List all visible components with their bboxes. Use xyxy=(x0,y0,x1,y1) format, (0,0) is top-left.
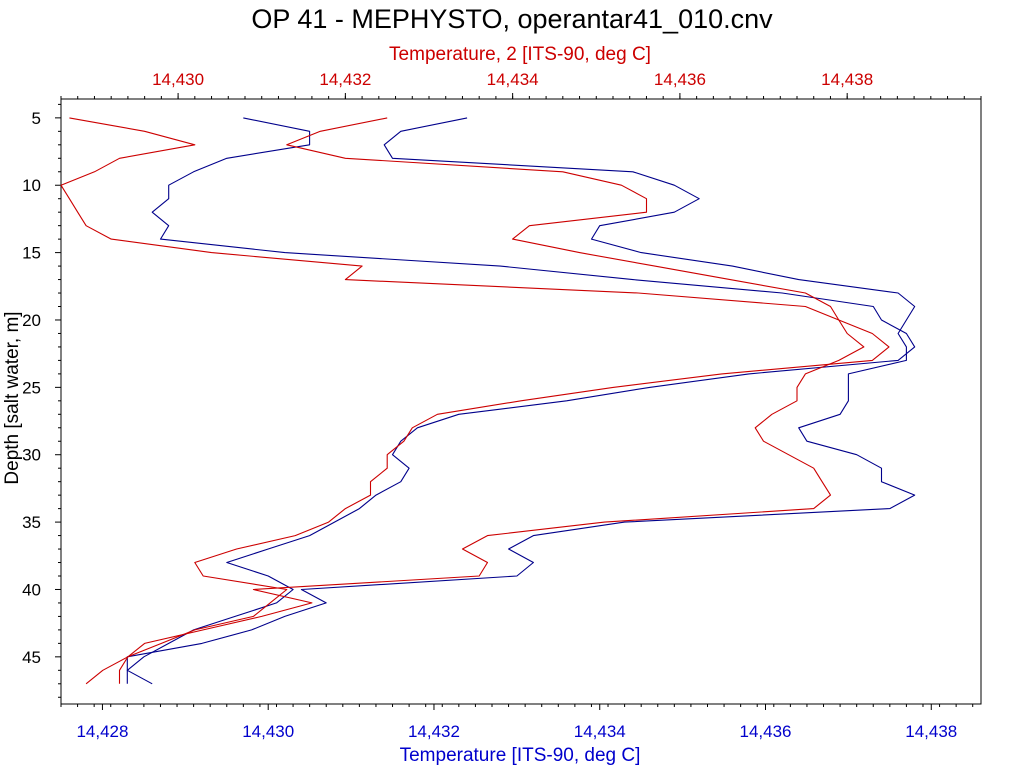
y-tick-label: 40 xyxy=(22,580,41,599)
axis-ticks: 5 10 15 20 25 30 35 40 45 14,428 14,430 14,432 14,43… xyxy=(22,70,982,741)
y-tick-label: 15 xyxy=(22,244,41,263)
y-axis-label: Depth [salt water, m] xyxy=(2,311,23,484)
bottom-axis-label: Temperature [ITS-90, deg C] xyxy=(400,745,641,766)
y-tick-label: 45 xyxy=(22,648,41,667)
x-bottom-tick-label: 14,434 xyxy=(574,722,626,741)
chart-title: OP 41 - MEPHYSTO, operantar41_010.cnv xyxy=(251,4,773,34)
temperature-profile-line-1 xyxy=(126,117,916,685)
x-bottom-tick-label: 14,432 xyxy=(408,722,460,741)
x-bottom-tick-label: 14,428 xyxy=(76,722,128,741)
x-bottom-tick-label: 14,430 xyxy=(242,722,294,741)
x-top-tick-label: 14,436 xyxy=(654,70,706,89)
temperature-2-profile-line-3 xyxy=(118,117,865,684)
y-tick-label: 25 xyxy=(22,378,41,397)
x-top-tick-label: 14,432 xyxy=(319,70,371,89)
data-series xyxy=(60,117,916,685)
x-top-tick-label: 14,438 xyxy=(821,70,873,89)
y-tick-label: 5 xyxy=(32,109,41,128)
y-tick-label: 10 xyxy=(22,176,41,195)
y-tick-label: 20 xyxy=(22,311,41,330)
x-bottom-tick-label: 14,436 xyxy=(740,722,792,741)
temperature-profile-line-2 xyxy=(126,117,916,684)
x-top-tick-label: 14,434 xyxy=(487,70,539,89)
y-tick-label: 35 xyxy=(22,513,41,532)
plot-frame xyxy=(60,98,982,705)
y-tick-label: 30 xyxy=(22,446,41,465)
x-top-tick-label: 14,430 xyxy=(152,70,204,89)
top-axis-label: Temperature, 2 [ITS-90, deg C] xyxy=(389,44,651,65)
temperature-2-profile-line-4 xyxy=(60,117,890,685)
x-bottom-tick-label: 14,438 xyxy=(905,722,957,741)
